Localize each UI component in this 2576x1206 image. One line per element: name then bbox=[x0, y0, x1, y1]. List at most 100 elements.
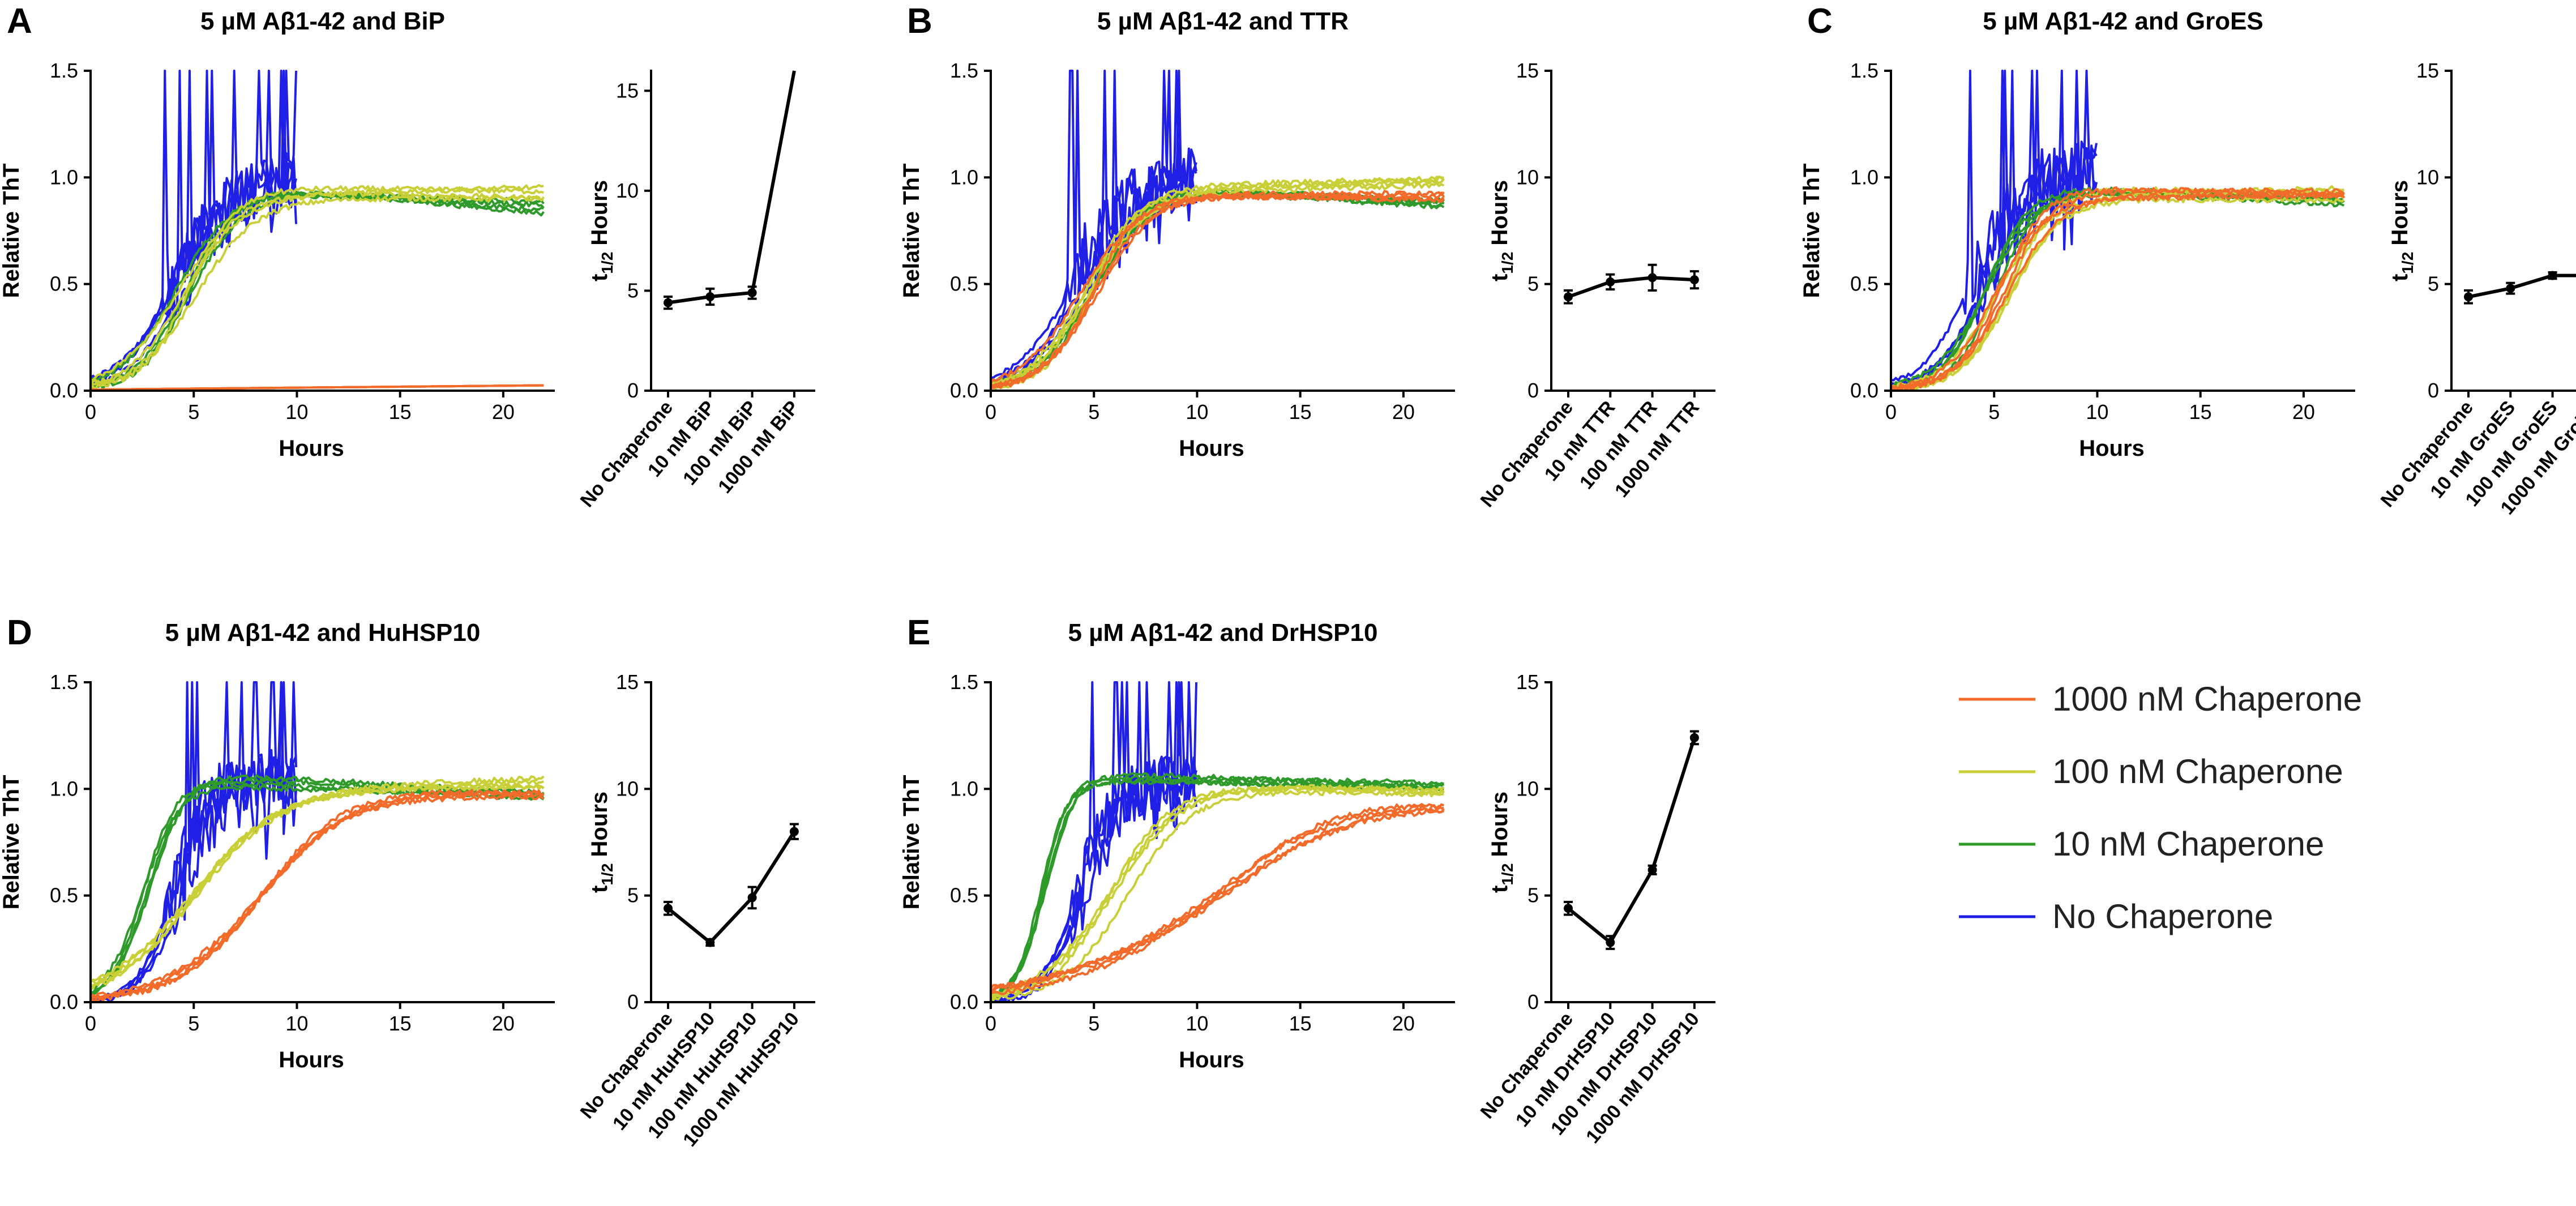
trace-c1000-rep4 bbox=[990, 190, 1445, 390]
x-tick-label: 15 bbox=[389, 400, 412, 424]
trace-c0-rep2 bbox=[89, 152, 297, 380]
mean-point bbox=[1606, 277, 1615, 286]
kinetics-plot: 0 5 10 15 20 0.0 0.5 1.0 1.5 Hours Relative ThT bbox=[1799, 59, 2355, 461]
trace-c1000-rep1 bbox=[90, 789, 544, 1003]
t-half-line bbox=[1567, 276, 1695, 299]
legend-label: No Chaperone bbox=[2052, 897, 2273, 935]
panel-letter: E bbox=[907, 613, 930, 652]
mean-point bbox=[789, 827, 799, 836]
y-tick-label: 15 bbox=[616, 79, 639, 102]
trace-c10-rep3 bbox=[90, 190, 545, 387]
y-tick-label: 0.5 bbox=[50, 884, 78, 907]
mean-point bbox=[1564, 292, 1573, 302]
y-tick-label: 0.0 bbox=[50, 379, 78, 402]
y-tick-label: 0.0 bbox=[950, 379, 978, 402]
trace-c0-rep3 bbox=[90, 70, 297, 383]
mean-point bbox=[705, 938, 715, 947]
x-axis-label: Hours bbox=[1179, 1047, 1244, 1072]
y-tick-label: 5 bbox=[627, 884, 639, 907]
label-rest: Hours bbox=[1487, 792, 1512, 863]
trace-c100-rep3 bbox=[990, 785, 1445, 996]
trace-c10-rep1 bbox=[990, 191, 1445, 387]
kinetics-plot: 0 5 10 15 20 0.0 0.5 1.0 1.5 Hours Relative ThT bbox=[0, 670, 555, 1072]
x-axis-label: Hours bbox=[279, 1047, 344, 1072]
panel-title: 5 µM Aβ1-42 and HuHSP10 bbox=[165, 619, 481, 647]
y-axis-label: Relative ThT bbox=[899, 164, 924, 298]
x-tick-label: 20 bbox=[2292, 400, 2315, 424]
panel-title: 5 µM Aβ1-42 and TTR bbox=[1097, 7, 1349, 35]
legend-item: 100 nM Chaperone bbox=[1959, 752, 2343, 790]
panel-letter: C bbox=[1807, 2, 1833, 41]
mean-point bbox=[2506, 284, 2515, 293]
y-tick-label: 0.5 bbox=[950, 272, 978, 296]
mean-point bbox=[1648, 865, 1657, 875]
panel-d: D 5 µM Aβ1-42 and HuHSP10 0 5 10 15 20 0.0 0.5 1.… bbox=[0, 613, 815, 1151]
t-half-line bbox=[667, 70, 796, 305]
trace-c100-rep3 bbox=[990, 176, 1445, 388]
y-tick-label: 15 bbox=[2416, 59, 2439, 82]
label-main: t bbox=[587, 886, 612, 893]
trace-c10-rep1 bbox=[90, 774, 545, 994]
trace-c1000-rep2 bbox=[990, 193, 1445, 384]
trace-c0-rep4 bbox=[90, 681, 297, 1002]
x-axis-label: Hours bbox=[1179, 436, 1244, 461]
label-main: t bbox=[1487, 274, 1512, 281]
legend-item: 10 nM Chaperone bbox=[1959, 825, 2324, 863]
y-tick-label: 0 bbox=[627, 379, 639, 402]
mean-point bbox=[1648, 273, 1657, 283]
legend-item: 1000 nM Chaperone bbox=[1959, 680, 2362, 718]
x-tick-label: 5 bbox=[1088, 1012, 1099, 1035]
kinetics-plot: 0 5 10 15 20 0.0 0.5 1.0 1.5 Hours Relative ThT bbox=[899, 670, 1455, 1072]
label-main: t bbox=[1487, 886, 1512, 893]
y-axis-label: Relative ThT bbox=[0, 164, 24, 298]
y-axis-label: Relative ThT bbox=[0, 775, 24, 910]
x-tick-label: 5 bbox=[1088, 400, 1099, 424]
t-half-line bbox=[2468, 273, 2576, 299]
trace-c10-rep2 bbox=[90, 780, 545, 998]
y-tick-label: 0 bbox=[1527, 990, 1539, 1013]
y-tick-label: 0.5 bbox=[950, 884, 978, 907]
panel-letter: B bbox=[907, 2, 932, 41]
y-tick-label: 1.5 bbox=[950, 670, 978, 694]
legend-label: 1000 nM Chaperone bbox=[2052, 680, 2362, 718]
panel-title: 5 µM Aβ1-42 and BiP bbox=[200, 7, 445, 35]
y-tick-label: 5 bbox=[627, 279, 639, 302]
x-tick-label: 0 bbox=[85, 400, 96, 424]
trace-c10-rep1 bbox=[1890, 190, 2345, 392]
y-tick-label: 1.5 bbox=[950, 59, 978, 82]
trace-c10-rep1 bbox=[89, 193, 545, 389]
trace-c1000-rep2 bbox=[90, 790, 545, 999]
y-tick-label: 1.5 bbox=[50, 59, 78, 82]
x-tick-label: 10 bbox=[1186, 400, 1208, 424]
trace-c10-rep3 bbox=[1890, 186, 2345, 390]
trace-c1000-rep3 bbox=[990, 191, 1445, 388]
x-tick-label: 0 bbox=[985, 400, 996, 424]
y-tick-label: 1.5 bbox=[50, 670, 78, 694]
y-tick-label: 10 bbox=[616, 179, 639, 202]
x-tick-label: 0 bbox=[1885, 400, 1897, 424]
panel-e: E 5 µM Aβ1-42 and DrHSP10 0 5 10 15 20 0.0 0.5 1.… bbox=[899, 613, 1715, 1148]
label-subscript: 1/2 bbox=[598, 252, 616, 274]
panel-letter: A bbox=[7, 2, 32, 41]
t-half-line bbox=[667, 831, 796, 945]
label-rest: Hours bbox=[587, 180, 612, 252]
mean-point bbox=[1564, 904, 1573, 913]
y-tick-label: 10 bbox=[616, 777, 639, 800]
x-tick-label: 20 bbox=[492, 400, 515, 424]
mean-point bbox=[664, 904, 673, 913]
x-axis-label: Hours bbox=[2079, 436, 2145, 461]
y-tick-label: 5 bbox=[1527, 272, 1539, 296]
trace-c100-rep3 bbox=[90, 779, 544, 990]
x-tick-label: 10 bbox=[285, 1012, 308, 1035]
label-subscript: 1/2 bbox=[1499, 863, 1516, 886]
mean-point bbox=[747, 893, 757, 903]
x-tick-label: 10 bbox=[2086, 400, 2108, 424]
trace-c10-rep4 bbox=[90, 190, 544, 390]
y-tick-label: 10 bbox=[1516, 165, 1539, 189]
label-subscript: 1/2 bbox=[598, 863, 616, 886]
